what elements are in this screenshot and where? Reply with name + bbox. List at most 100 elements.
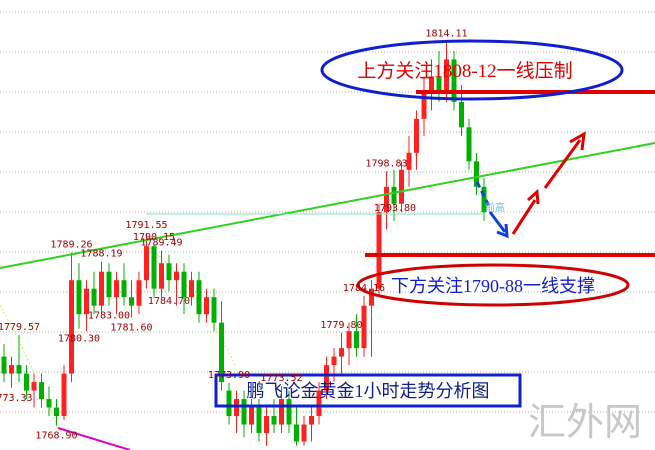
price-label: 1773.33 — [0, 393, 33, 404]
candle-body — [219, 322, 224, 383]
candle-body — [436, 76, 442, 94]
price-label: 1790.15 — [133, 232, 175, 243]
candle-body — [69, 280, 74, 374]
candle-body — [421, 93, 427, 119]
candle-body — [54, 407, 59, 417]
candle-body — [324, 365, 329, 391]
candle-body — [451, 59, 457, 102]
candle-body — [31, 382, 37, 391]
candle-body — [256, 407, 262, 434]
ma-line — [149, 247, 236, 366]
chart-title: 鹏飞论金黄金1小时走势分析图 — [247, 381, 490, 401]
candle-body — [316, 390, 322, 417]
support-text: 下方关注1790-88一线支撑 — [391, 276, 595, 296]
price-label: 1789.49 — [140, 238, 182, 249]
candle-body — [151, 246, 157, 289]
arrow — [475, 181, 492, 209]
candle-body — [474, 161, 479, 187]
candle-body — [46, 399, 52, 408]
candle-body — [166, 263, 172, 281]
price-label: 1814.11 — [425, 29, 467, 40]
candle-body — [211, 297, 217, 323]
candle-body — [136, 280, 142, 306]
title-box — [214, 373, 522, 408]
price-label: 1788.19 — [80, 249, 122, 260]
candle-body — [39, 382, 44, 400]
candle-body — [121, 280, 127, 298]
candle-body — [129, 297, 134, 306]
candle-body — [9, 365, 14, 374]
candle-body — [399, 169, 404, 204]
price-label: 1784.16 — [343, 283, 385, 294]
candle-body — [391, 186, 397, 204]
candle-body — [241, 399, 247, 425]
candle-body — [331, 356, 337, 366]
price-label: 1779.80 — [320, 320, 362, 331]
candle-body — [189, 280, 194, 298]
candle-body — [174, 271, 179, 281]
candle-body — [234, 399, 239, 417]
candle-body — [361, 305, 367, 349]
candle-body — [61, 373, 67, 417]
price-label: 1780.30 — [58, 334, 100, 345]
price-label: 1784.70 — [148, 296, 190, 307]
candle-body — [196, 280, 202, 315]
candle-body — [1, 356, 7, 374]
candle-body — [459, 101, 464, 128]
candle-body — [414, 118, 419, 153]
ma-line — [0, 304, 59, 429]
candle-body — [76, 280, 82, 315]
price-label: 1789.26 — [50, 240, 92, 251]
trendline — [0, 142, 655, 269]
candles — [1, 41, 487, 446]
candle-body — [346, 331, 352, 349]
candle-body — [264, 416, 269, 434]
ellipse — [320, 39, 624, 101]
candle-body — [16, 365, 22, 374]
candle-body — [99, 271, 104, 306]
price-label: 1783.00 — [88, 311, 130, 322]
price-label: 1791.55 — [125, 220, 167, 231]
candle-body — [354, 331, 359, 349]
candle-body — [286, 399, 292, 425]
price-label: 1798.83 — [365, 158, 407, 169]
candle-body — [466, 127, 472, 162]
ellipse — [356, 263, 630, 307]
candle-body — [204, 297, 209, 315]
resistance-text: 上方关注1808-12一线压制 — [357, 60, 572, 82]
candle-body — [24, 373, 29, 391]
candle-body — [159, 263, 164, 289]
candle-body — [429, 76, 434, 94]
price-label: 1768.90 — [35, 430, 77, 441]
candle-body — [144, 246, 149, 281]
candle-body — [84, 288, 89, 315]
candle-body — [294, 424, 299, 442]
arrow — [511, 188, 540, 235]
candle-body — [481, 186, 487, 213]
watermark: 汇外网 — [528, 400, 642, 444]
price-label: 1773.90 — [208, 370, 250, 381]
candle-body — [114, 280, 119, 298]
price-label: 1781.60 — [110, 323, 152, 334]
candle-body — [279, 399, 284, 425]
candle-body — [369, 288, 374, 306]
candle-body — [181, 271, 187, 298]
arrow — [543, 131, 586, 189]
price-label: 1773.52 — [260, 373, 302, 384]
candle-body — [309, 416, 314, 425]
candle-body — [376, 212, 382, 289]
ma-line — [57, 427, 131, 450]
candle-body — [444, 59, 449, 94]
candle-body — [226, 390, 232, 417]
candle-body — [301, 424, 307, 442]
price-label: 1779.57 — [0, 322, 40, 333]
candle-body — [406, 152, 412, 170]
candle-body — [249, 407, 254, 425]
reference-note: 前高 — [485, 201, 505, 214]
candle-body — [339, 348, 344, 357]
candle-body — [271, 416, 277, 425]
candle-body — [91, 288, 97, 306]
reference-label: 1793.80 — [374, 203, 416, 214]
candle-body — [384, 186, 389, 213]
